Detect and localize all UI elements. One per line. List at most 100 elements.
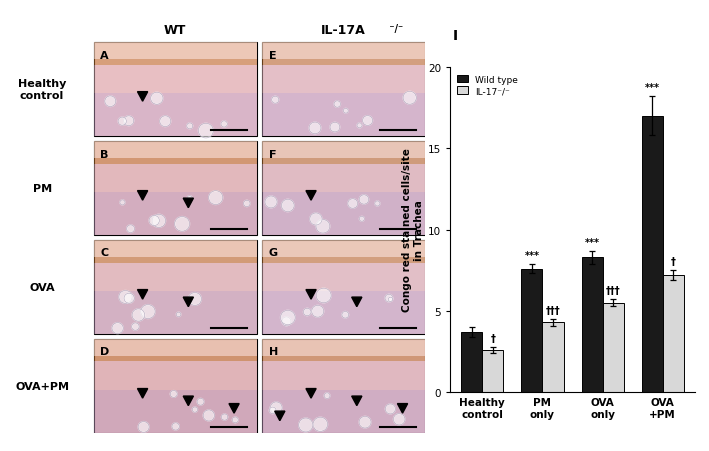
Circle shape — [187, 196, 192, 201]
Circle shape — [132, 323, 139, 331]
Bar — [94, 192, 257, 235]
Circle shape — [127, 226, 135, 233]
Bar — [262, 60, 425, 65]
Polygon shape — [352, 396, 362, 406]
Text: WT: WT — [164, 24, 186, 37]
Text: †††: ††† — [546, 305, 560, 315]
Bar — [262, 240, 425, 334]
Bar — [482, 350, 503, 392]
Text: ***: *** — [525, 250, 540, 260]
Bar — [603, 303, 624, 392]
Bar — [94, 164, 257, 192]
Circle shape — [192, 407, 198, 412]
Bar — [262, 339, 425, 356]
Circle shape — [221, 414, 228, 420]
Text: B: B — [100, 149, 108, 159]
Circle shape — [272, 97, 279, 104]
Bar — [94, 258, 257, 263]
Bar — [262, 43, 425, 60]
Polygon shape — [274, 411, 285, 421]
Bar — [262, 93, 425, 137]
Bar — [262, 142, 425, 235]
Bar — [94, 43, 257, 60]
Circle shape — [170, 391, 177, 397]
Circle shape — [186, 124, 193, 129]
Text: I: I — [452, 29, 457, 43]
Text: OVA+PM: OVA+PM — [15, 381, 69, 391]
Bar — [262, 43, 425, 137]
Polygon shape — [352, 298, 362, 307]
Polygon shape — [138, 290, 147, 299]
Circle shape — [313, 417, 328, 432]
Text: †: † — [671, 257, 676, 267]
Circle shape — [120, 200, 125, 205]
Bar — [262, 164, 425, 192]
Circle shape — [330, 123, 340, 133]
Circle shape — [389, 298, 393, 302]
Bar — [262, 291, 425, 334]
Polygon shape — [398, 404, 408, 413]
Polygon shape — [229, 404, 239, 413]
Circle shape — [138, 422, 149, 433]
Circle shape — [393, 414, 405, 425]
Bar — [262, 258, 425, 263]
Polygon shape — [306, 290, 316, 299]
Bar — [262, 159, 425, 164]
Bar — [262, 263, 425, 291]
Circle shape — [281, 200, 294, 212]
Circle shape — [132, 309, 145, 322]
Circle shape — [105, 97, 116, 107]
Bar — [94, 43, 257, 137]
Text: F: F — [269, 149, 276, 159]
Circle shape — [118, 118, 126, 126]
Circle shape — [385, 404, 396, 414]
Circle shape — [189, 293, 201, 306]
Circle shape — [265, 197, 277, 208]
Bar — [94, 142, 257, 235]
Bar — [94, 263, 257, 291]
Circle shape — [403, 92, 416, 105]
Circle shape — [310, 213, 322, 226]
Circle shape — [303, 308, 311, 316]
Circle shape — [123, 116, 134, 126]
Circle shape — [359, 217, 364, 222]
Circle shape — [269, 407, 276, 414]
Circle shape — [177, 313, 181, 317]
Bar — [94, 60, 257, 65]
Text: H: H — [269, 347, 278, 357]
Text: IL-17A: IL-17A — [321, 24, 366, 37]
Polygon shape — [183, 298, 194, 307]
Bar — [262, 356, 425, 362]
Circle shape — [298, 418, 313, 432]
Text: Healthy
control: Healthy control — [18, 79, 67, 101]
Polygon shape — [138, 92, 147, 102]
Circle shape — [160, 116, 171, 127]
Circle shape — [324, 393, 330, 399]
Polygon shape — [138, 191, 147, 201]
Circle shape — [270, 402, 282, 414]
Bar — [262, 240, 425, 258]
Bar — [642, 116, 663, 392]
Bar — [262, 390, 425, 433]
Circle shape — [309, 123, 321, 134]
Circle shape — [343, 109, 348, 114]
Circle shape — [362, 116, 373, 126]
Bar — [94, 356, 257, 362]
Bar — [581, 258, 603, 392]
Bar — [94, 362, 257, 390]
Circle shape — [312, 306, 324, 318]
Text: ⁻/⁻: ⁻/⁻ — [386, 24, 403, 34]
Bar — [542, 322, 564, 392]
Circle shape — [282, 317, 291, 326]
Bar — [262, 142, 425, 159]
Polygon shape — [183, 199, 194, 208]
Circle shape — [359, 416, 371, 428]
Circle shape — [375, 202, 380, 207]
Circle shape — [316, 220, 330, 234]
Legend: Wild type, IL-17⁻/⁻: Wild type, IL-17⁻/⁻ — [457, 75, 518, 96]
Bar — [94, 240, 257, 334]
Text: ***: *** — [644, 83, 659, 93]
Polygon shape — [306, 389, 316, 398]
Circle shape — [208, 191, 223, 205]
Bar — [94, 159, 257, 164]
